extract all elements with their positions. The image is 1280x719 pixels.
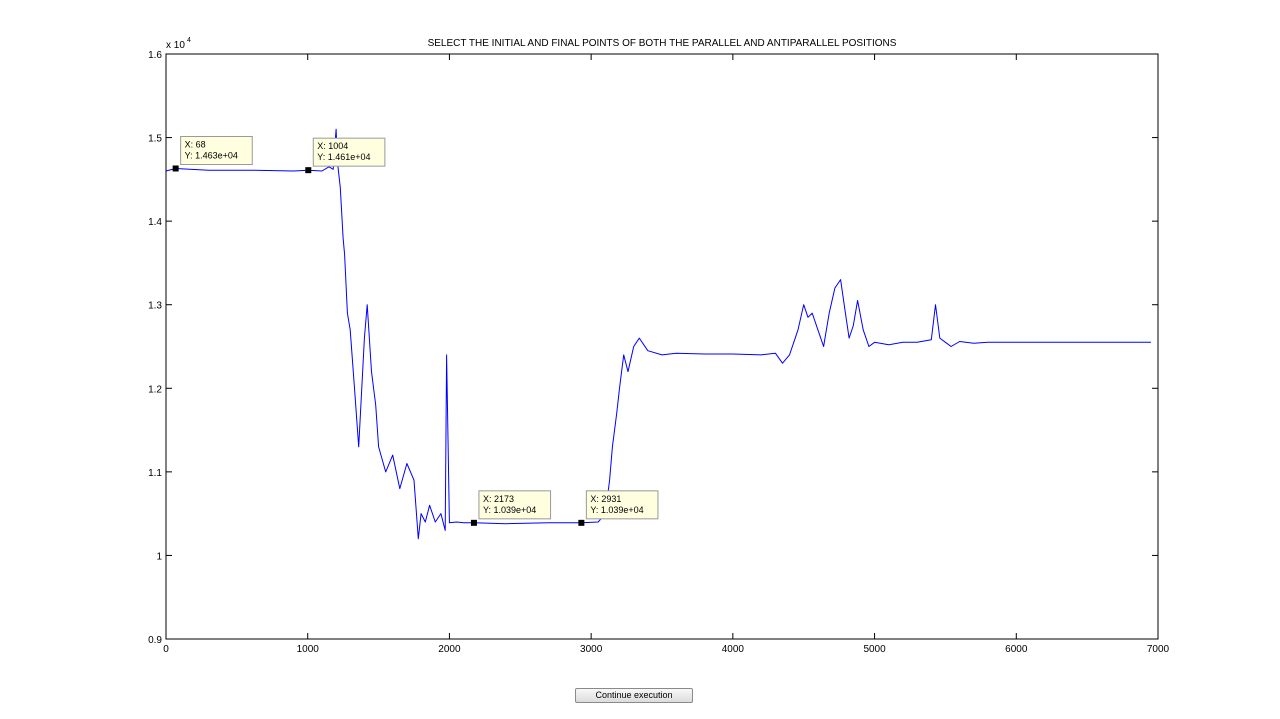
datatip-box (312, 137, 386, 167)
y-tick-label: 0.9 (148, 635, 162, 646)
datatip-y-label: Y: 1.461e+04 (317, 152, 370, 162)
datatip-x-label: X: 1004 (317, 141, 348, 151)
ticks-layer: 0 1000 2000 3000 4000 5000 6000 7000 0.9 1 1.1 1.2 1… (148, 50, 1169, 655)
datatip-x-label: X: 2173 (483, 494, 514, 504)
x-tick-label: 2000 (438, 644, 461, 655)
y-tick-label: 1.3 (148, 301, 162, 312)
datatip-marker[interactable] (578, 519, 585, 526)
datatip-box (478, 490, 552, 520)
datatip-y-label: Y: 1.039e+04 (590, 505, 643, 515)
datatip-y-label: Y: 1.463e+04 (185, 150, 238, 160)
y-tick-label: 1.5 (148, 134, 162, 145)
x-tick-label: 7000 (1147, 644, 1170, 655)
y-exponent-power: 4 (187, 37, 191, 44)
series-line-1 (165, 128, 1151, 540)
x-tick-label: 4000 (722, 644, 745, 655)
datatip-marker[interactable] (172, 165, 179, 172)
x-tick-label: 1000 (297, 644, 320, 655)
y-tick-label: 1.4 (148, 217, 162, 228)
datatip-y-label: Y: 1.039e+04 (483, 505, 536, 515)
datatip-x-label: X: 2931 (590, 494, 621, 504)
datatip[interactable]: X: 68Y: 1.463e+04 (172, 135, 253, 172)
axes-box (165, 53, 1159, 640)
trace-layer (165, 128, 1151, 540)
x-tick-label: 5000 (863, 644, 886, 655)
x-tick-label: 6000 (1005, 644, 1028, 655)
datatip-x-label: X: 68 (185, 139, 206, 149)
y-tick-label: 1.1 (148, 468, 162, 479)
continue-execution-button[interactable]: Continue execution (575, 688, 693, 703)
datatip-marker[interactable] (305, 167, 312, 174)
y-tick-label: 1 (156, 551, 162, 562)
y-exponent-label: x 10 (166, 40, 185, 51)
x-tick-label: 3000 (580, 644, 603, 655)
datatip-box (585, 490, 659, 520)
chart-title: SELECT THE INITIAL AND FINAL POINTS OF B… (428, 38, 897, 49)
x-tick-label: 0 (163, 644, 169, 655)
y-tick-label: 1.2 (148, 384, 162, 395)
y-tick-label: 1.6 (148, 50, 162, 61)
datatip-marker[interactable] (470, 519, 477, 526)
datatip-box (180, 135, 253, 165)
